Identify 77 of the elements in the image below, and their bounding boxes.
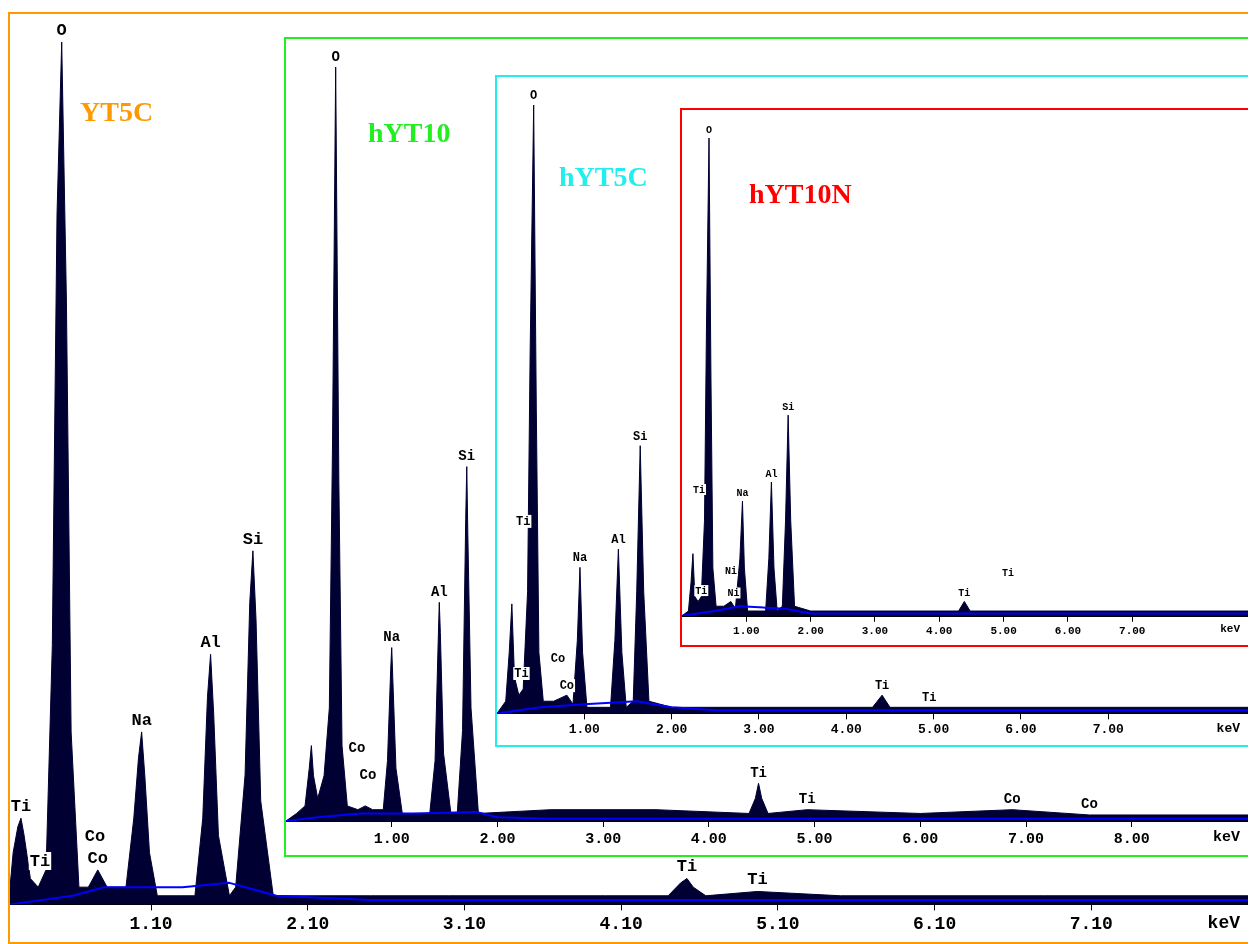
- x-tick-label: 5.00: [990, 625, 1017, 638]
- annotation: Ni: [724, 565, 738, 577]
- x-tick-label: 1.00: [733, 625, 760, 638]
- x-axis-title: keV: [1207, 912, 1241, 933]
- x-tick-label: 6.00: [902, 830, 939, 848]
- annotation: Na: [572, 551, 588, 566]
- annotation: O: [530, 89, 538, 104]
- annotation: Co: [559, 679, 575, 694]
- annotation: O: [331, 48, 340, 65]
- annotation: Na: [131, 710, 152, 730]
- annotation: Ti: [10, 796, 32, 816]
- annotation: Ti: [874, 679, 890, 694]
- x-tick-label: 6.00: [1005, 722, 1037, 738]
- x-tick-label: 2.10: [286, 913, 330, 934]
- x-tick-label: 1.00: [568, 722, 601, 738]
- annotation: Ti: [958, 587, 971, 599]
- text: YT5C: [80, 96, 154, 128]
- annotation: Co: [87, 848, 108, 868]
- annotation: Co: [1003, 791, 1021, 808]
- x-tick-label: 2.00: [656, 722, 688, 738]
- annotation: Ti: [676, 857, 698, 877]
- x-tick-label: 1.00: [373, 830, 410, 848]
- annotation: Al: [611, 533, 626, 548]
- annotation: Co: [1081, 796, 1098, 813]
- x-axis-title: keV: [1220, 623, 1241, 636]
- annotation: Al: [200, 633, 221, 653]
- annotation: Si: [458, 448, 476, 465]
- annotation: Ti: [747, 870, 768, 890]
- x-tick-label: 7.00: [1007, 830, 1045, 848]
- annotation: Ti: [1001, 567, 1015, 579]
- annotation: Ti: [692, 484, 706, 496]
- annotation: Ni: [727, 587, 740, 599]
- x-tick-label: 1.10: [129, 913, 173, 934]
- x-tick-label: 7.00: [1119, 625, 1146, 638]
- annotation: Co: [550, 652, 566, 667]
- annotation: Ti: [514, 667, 529, 681]
- x-tick-label: 3.00: [585, 830, 622, 848]
- x-tick-label: 6.10: [912, 913, 957, 934]
- text: hYT10: [368, 117, 451, 149]
- annotation: Si: [633, 429, 648, 444]
- annotation: Ti: [695, 585, 708, 597]
- annotation: Co: [359, 766, 377, 783]
- annotation: Al: [765, 468, 778, 480]
- x-tick-label: 5.10: [756, 913, 800, 934]
- x-tick-label: 7.10: [1069, 913, 1113, 934]
- x-tick-label: 5.00: [918, 722, 950, 738]
- x-tick-label: 3.00: [743, 722, 775, 738]
- annotation: Ti: [29, 851, 51, 871]
- x-axis-title: keV: [1216, 720, 1241, 736]
- x-axis-title: keV: [1212, 829, 1240, 847]
- x-tick-label: 4.00: [690, 830, 727, 848]
- annotation: Si: [782, 401, 795, 413]
- annotation: Co: [348, 739, 366, 756]
- x-tick-label: 5.00: [796, 830, 833, 848]
- x-tick-label: 8.00: [1113, 830, 1150, 848]
- x-tick-label: 3.10: [442, 913, 487, 934]
- x-tick-label: 2.00: [797, 625, 824, 638]
- x-tick-label: 4.00: [926, 625, 953, 638]
- x-tick-label: 4.00: [830, 722, 863, 738]
- annotation: Na: [383, 629, 401, 646]
- text: hYT10N: [749, 178, 852, 210]
- text: hYT5C: [559, 161, 648, 193]
- annotation: Ti: [798, 791, 816, 808]
- annotation: Al: [430, 583, 448, 600]
- x-tick-label: 4.10: [599, 913, 643, 934]
- x-tick-label: 7.00: [1092, 722, 1125, 738]
- annotation: Ti: [750, 764, 767, 781]
- x-tick-label: 3.00: [861, 625, 889, 638]
- annotation: Si: [242, 529, 264, 549]
- annotation: Ti: [515, 514, 531, 529]
- annotation: Ti: [922, 691, 937, 706]
- annotation: O: [706, 124, 713, 136]
- x-tick-label: 6.00: [1054, 625, 1082, 638]
- annotation: O: [56, 20, 67, 40]
- annotation: Na: [736, 487, 749, 499]
- x-tick-label: 2.00: [479, 830, 516, 848]
- annotation: Co: [84, 826, 106, 846]
